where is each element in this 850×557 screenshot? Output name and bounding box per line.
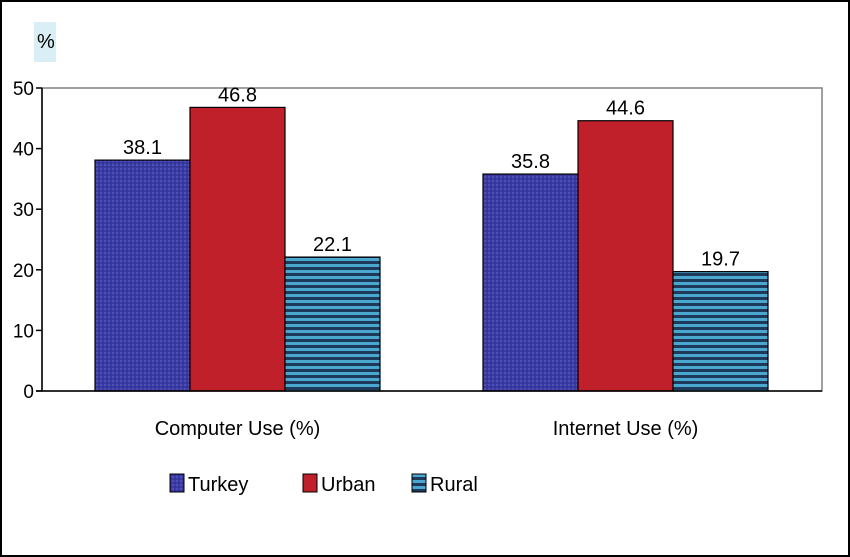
bar-rural <box>284 256 381 392</box>
y-tick-label: 10 <box>13 321 34 342</box>
y-tick-label: 20 <box>13 261 34 282</box>
y-tick-label: 30 <box>13 200 34 221</box>
y-axis: 0 10 20 30 40 50 <box>13 79 822 403</box>
legend-swatch <box>411 473 427 493</box>
data-label: 35.8 <box>511 151 550 173</box>
bars <box>94 106 769 392</box>
legend-item-urban: Urban <box>302 473 375 496</box>
bar-turkey <box>94 159 191 392</box>
data-label: 46.8 <box>218 84 257 106</box>
legend-label: Rural <box>430 474 478 496</box>
data-label: 44.6 <box>606 98 645 120</box>
x-axis-labels: Computer Use (%) Internet Use (%) <box>155 418 699 440</box>
legend-item-rural: Rural <box>411 473 478 496</box>
data-label: 19.7 <box>701 249 740 271</box>
bar-turkey <box>482 173 579 392</box>
x-tick-label: Internet Use (%) <box>553 418 699 440</box>
data-labels: 38.1 46.8 22.1 35.8 44.6 19.7 <box>123 84 740 270</box>
legend: Turkey Urban Rural <box>169 473 478 496</box>
legend-label: Urban <box>321 474 375 496</box>
y-tick-label: 0 <box>23 382 34 403</box>
legend-swatch <box>169 473 185 493</box>
y-tick-label: 50 <box>13 79 34 100</box>
bar-rural <box>672 271 769 392</box>
y-unit-badge <box>34 22 56 62</box>
legend-item-turkey: Turkey <box>169 473 248 496</box>
bar-urban <box>577 120 674 392</box>
data-label: 22.1 <box>313 234 352 256</box>
data-label: 38.1 <box>123 137 162 159</box>
y-unit-label: % <box>37 31 55 53</box>
y-tick-label: 40 <box>13 140 34 161</box>
bar-urban <box>189 106 286 392</box>
legend-label: Turkey <box>188 474 248 496</box>
legend-swatch <box>302 473 318 493</box>
x-tick-label: Computer Use (%) <box>155 418 321 440</box>
